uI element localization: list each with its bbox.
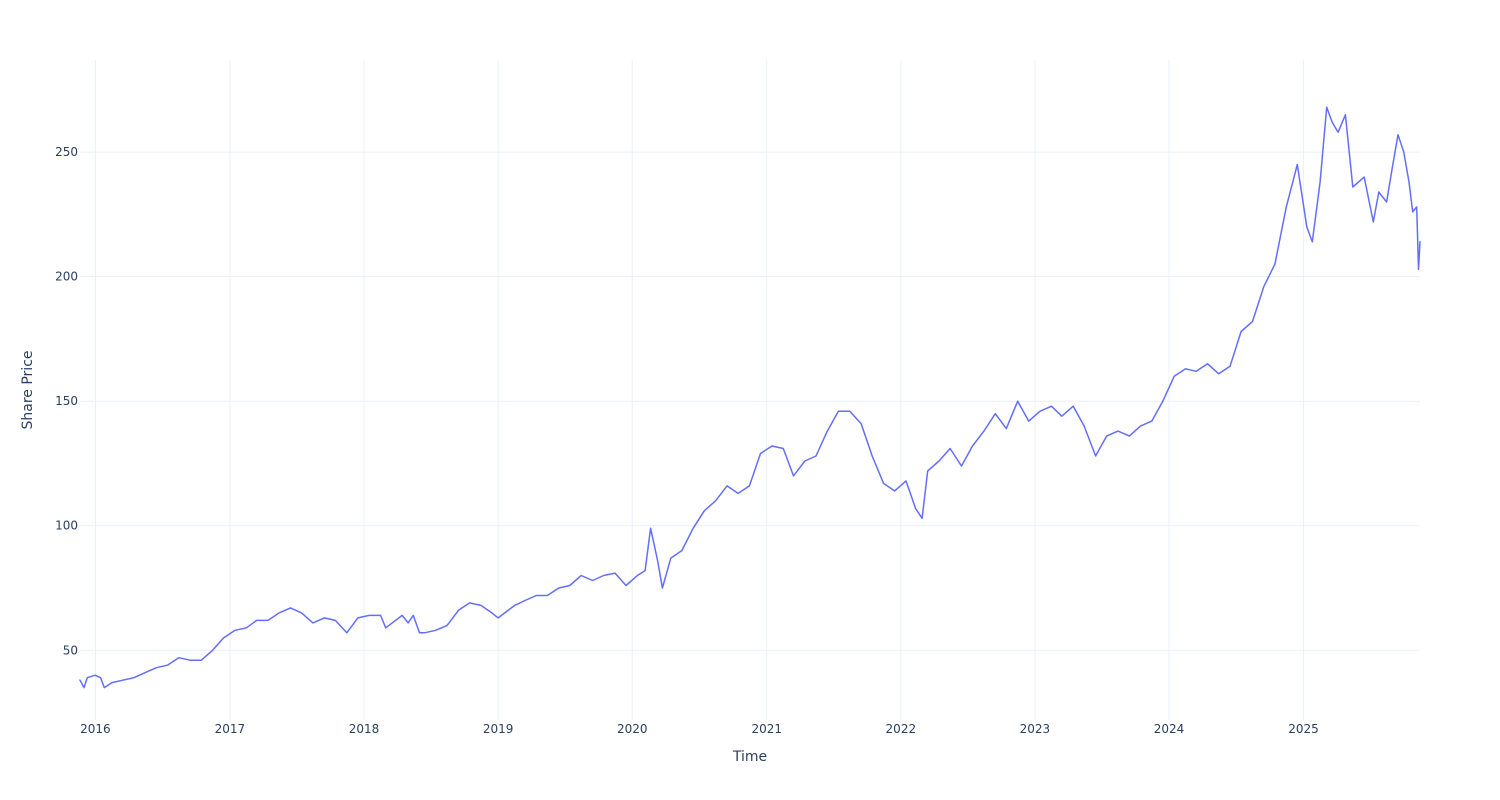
y-tick-label: 150 (55, 394, 78, 408)
y-axis-title: Share Price (20, 350, 36, 429)
x-axis-title: Time (732, 749, 767, 765)
y-tick-label: 50 (63, 643, 78, 657)
x-tick-label: 2021 (751, 722, 782, 736)
x-tick-label: 2023 (1020, 722, 1051, 736)
x-tick-label: 2019 (483, 722, 514, 736)
series-layer (79, 106, 1421, 689)
y-tick-label: 100 (55, 519, 78, 533)
x-tick-label: 2017 (215, 722, 246, 736)
x-tick-label: 2018 (349, 722, 380, 736)
y-tick-label: 250 (55, 145, 78, 159)
x-tick-label: 2020 (617, 722, 648, 736)
x-tick-label: 2024 (1154, 722, 1185, 736)
y-axis-ticks: 50 100 150 200 250 (55, 145, 78, 657)
y-tick-label: 200 (55, 270, 78, 284)
x-tick-label: 2025 (1288, 722, 1319, 736)
price-series-line (79, 106, 1421, 689)
plot-background (80, 60, 1420, 720)
x-axis-ticks: 2016 2017 2018 2019 2020 2021 2022 2023 2024 2025 (80, 722, 1319, 736)
x-tick-label: 2022 (886, 722, 917, 736)
grid (80, 60, 1420, 720)
x-tick-label: 2016 (80, 722, 111, 736)
